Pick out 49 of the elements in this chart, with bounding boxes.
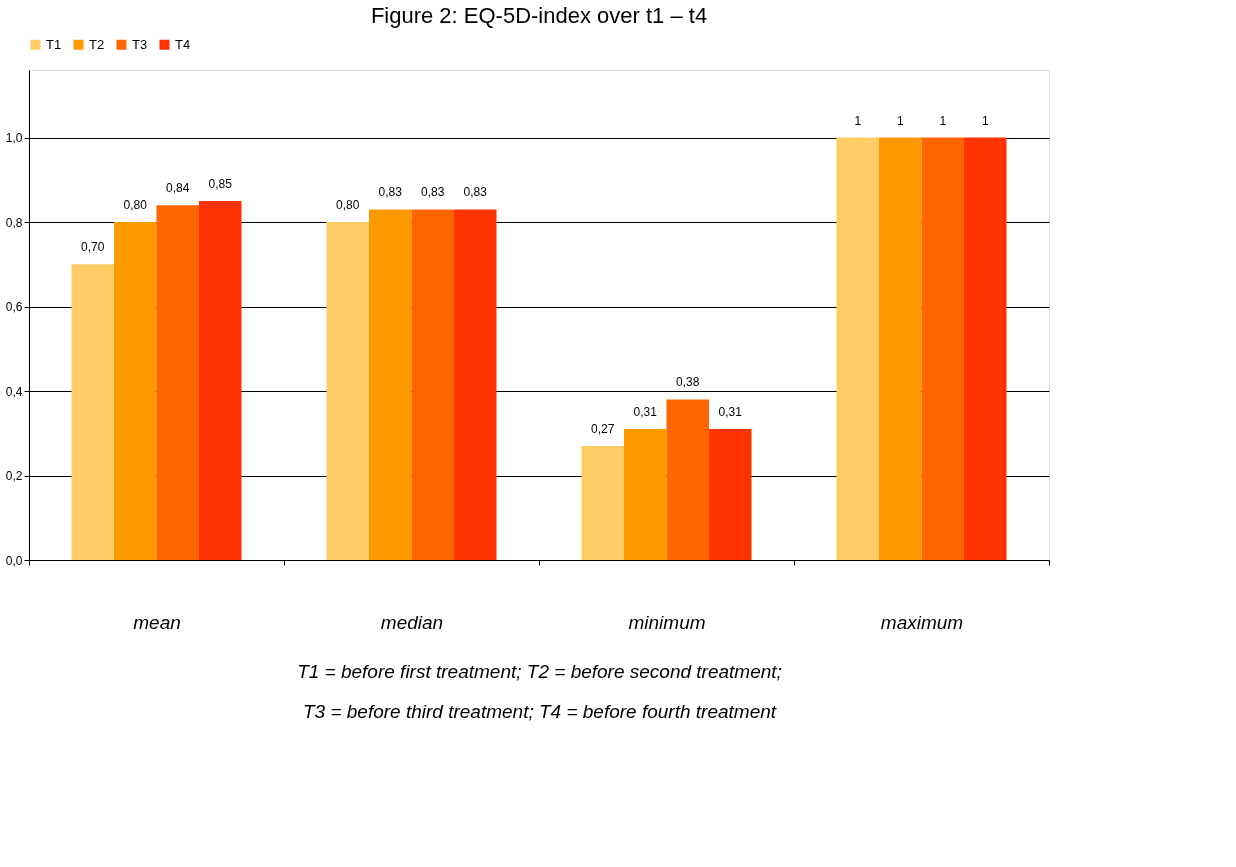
data-label: 0,85 [208, 176, 233, 191]
bar [326, 222, 369, 560]
data-label: 0,84 [166, 181, 190, 196]
bar [114, 222, 157, 560]
bar [454, 209, 497, 560]
legend-label: T3 [132, 36, 148, 52]
x-tick-label: mean [133, 611, 181, 633]
y-tick-label: 0,4 [5, 384, 23, 399]
bar [964, 137, 1007, 560]
y-tick-label: 1,0 [5, 131, 23, 146]
bar [836, 137, 879, 560]
legend-label: T2 [89, 36, 105, 52]
data-label: 0,80 [336, 198, 360, 213]
data-label: 0,80 [123, 198, 148, 213]
data-label: 0,83 [421, 185, 445, 200]
data-label: 1 [896, 113, 904, 128]
bar [411, 209, 454, 560]
data-label: 0,38 [676, 375, 700, 390]
bar [369, 209, 412, 560]
bar [156, 205, 199, 560]
y-tick-label: 0,6 [5, 300, 23, 315]
bar [921, 137, 964, 560]
bar [199, 200, 242, 560]
data-label: 0,83 [378, 185, 403, 200]
data-label: 0,70 [81, 240, 105, 255]
data-label: 0,27 [591, 421, 615, 436]
text: T3 = before third treatment; T4 = before fourth treatment [302, 700, 777, 722]
y-tick-label: 0,8 [5, 215, 23, 230]
data-label: 0,31 [718, 405, 743, 420]
chart-title: Figure 2: EQ-5D-index over t1 – t4 [370, 3, 708, 28]
bar [624, 429, 667, 560]
text: T1 = before first treatment; T2 = before second treatment; [297, 660, 782, 682]
bar [581, 445, 624, 560]
data-label: 0,31 [633, 405, 658, 420]
y-tick-label: 0,2 [5, 469, 23, 484]
data-label: 1 [939, 113, 947, 128]
x-tick-label: minimum [628, 611, 706, 633]
y-tick-label: 0,0 [5, 553, 23, 568]
bar [709, 429, 752, 560]
bar [71, 264, 114, 560]
data-label: 1 [981, 113, 989, 128]
x-tick-label: median [380, 611, 444, 633]
data-label: 0,83 [463, 185, 488, 200]
bar [666, 399, 709, 560]
x-tick-label: maximum [880, 611, 964, 633]
data-label: 1 [854, 113, 862, 128]
legend-label: T1 [46, 36, 62, 52]
legend-label: T4 [175, 36, 191, 52]
bar [879, 137, 922, 560]
